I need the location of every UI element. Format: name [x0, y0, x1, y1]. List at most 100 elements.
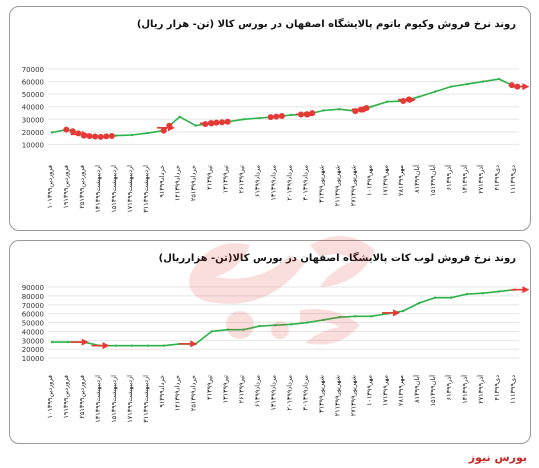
x-tick-label: ۴تیر۱۳۹۹: [206, 165, 214, 190]
trend-arrow-head: [362, 105, 370, 113]
x-tick-label: ۶مرداد۱۳۹۹: [254, 165, 262, 197]
trend-arrow-head: [190, 340, 198, 348]
x-tick-label: ۴دی۱۳۹۹: [493, 165, 501, 191]
data-point: [242, 118, 245, 121]
trend-arrow-head: [393, 309, 401, 317]
y-tick-label: 50000: [22, 91, 44, 99]
highlight-dot: [160, 127, 167, 134]
data-point: [258, 324, 261, 328]
data-point: [178, 115, 181, 118]
data-point: [322, 109, 325, 112]
x-tick-label: ۱۰فروردین۱۳۹۹: [46, 165, 54, 209]
x-tick-label: ۱۷اردیبهشت۱۳۹۹: [126, 165, 134, 213]
trend-arrow-head: [102, 342, 110, 350]
x-tick-label: ۱۰مهر۱۳۹۹: [365, 375, 373, 406]
data-point: [146, 344, 149, 347]
data-point: [114, 134, 118, 137]
x-tick-label: ۶مرداد۱۳۹۹: [254, 375, 262, 407]
data-point: [258, 116, 261, 120]
y-tick-label: 60000: [22, 311, 44, 319]
trend-arrow-head: [522, 286, 530, 294]
x-tick-label: ۳شهریور۱۳۹۹: [317, 375, 325, 413]
x-tick-label: ۱۳مرداد۱۳۹۹: [270, 165, 278, 201]
x-tick-label: ۹خرداد۱۳۹۹: [158, 375, 166, 408]
data-point: [449, 85, 453, 88]
x-tick-label: ۲۱شهریور۱۳۹۹: [333, 375, 341, 416]
x-tick-label: ۸آبان۱۳۹۹: [412, 374, 421, 403]
x-tick-label: ۱۳آذر۱۳۹۹: [460, 164, 469, 194]
data-point: [465, 82, 469, 86]
x-tick-label: ۱۳اردیبهشت۱۳۹۹: [94, 375, 102, 423]
trend-arrow-head: [81, 130, 89, 138]
trend-arrow: [70, 130, 89, 138]
data-point: [290, 113, 293, 117]
x-tick-label: ۶آذر۱۳۹۹: [444, 164, 453, 191]
chart-title: روند نرخ فروش لوب کات پالایشگاه اصفهان د…: [158, 253, 516, 264]
x-tick-label: ۲۶تیر۱۳۹۹: [238, 375, 246, 404]
series-line: [52, 288, 516, 347]
x-tick-label: ۲۵خرداد۱۳۹۹: [190, 375, 198, 411]
data-point: [50, 131, 54, 134]
y-tick-label: 90000: [22, 284, 44, 292]
x-tick-label: ۱۱دی۱۳۹۹: [509, 375, 517, 404]
data-point: [322, 318, 325, 322]
trend-arrow: [295, 110, 314, 118]
x-tick-label: ۱۵اردیبهشت۱۳۹۹: [110, 375, 118, 423]
x-tick-label: ۲۵خرداد۱۳۹۹: [190, 165, 198, 201]
highlight-dot: [92, 133, 99, 140]
y-tick-label: 70000: [22, 66, 44, 74]
highlight-dot: [75, 130, 82, 137]
x-tick-label: ۲۰مرداد۱۳۹۹: [285, 375, 293, 411]
data-point: [242, 328, 245, 331]
data-point: [194, 124, 197, 127]
brand-logo-text: بورس نیوز: [468, 451, 527, 464]
x-tick-label: ۱۷مهر۱۳۹۹: [381, 165, 389, 196]
data-point: [226, 328, 229, 331]
trend-arrow: [179, 340, 198, 348]
x-tick-label: ۱۵اردیبهشت۱۳۹۹: [110, 165, 118, 213]
data-point: [386, 100, 389, 103]
highlight-dot: [219, 119, 226, 126]
x-tick-label: ۸آبان۱۳۹۹: [412, 164, 421, 193]
trend-arrow: [351, 105, 370, 113]
data-point: [465, 292, 469, 296]
data-point: [130, 133, 134, 137]
y-tick-label: 80000: [22, 293, 44, 301]
x-tick-label: ۳۱اردیبهشت۱۳۹۹: [142, 375, 150, 423]
trend-arrow: [511, 83, 530, 91]
x-tick-label: ۲۸مهر۱۳۹۹: [397, 165, 405, 196]
trend-arrow: [91, 342, 110, 350]
x-tick-label: ۴دی۱۳۹۹: [493, 375, 501, 401]
series-line: [51, 78, 516, 138]
highlight-dot: [97, 133, 104, 140]
data-point: [418, 95, 421, 98]
data-point: [162, 344, 165, 347]
highlight-dot: [224, 118, 231, 125]
x-tick-label: ۱۷اردیبهشت۱۳۹۹: [126, 375, 134, 423]
x-tick-label: ۱۳اردیبهشت۱۳۹۹: [94, 165, 102, 213]
highlight-dot: [278, 113, 285, 120]
data-point: [130, 344, 134, 347]
trend-arrow: [382, 309, 401, 317]
vacuum-bottom-chart: روند نرخ فروش وکیوم باتوم پالایشگاه اصفه…: [9, 6, 531, 231]
x-tick-label: ۱۰فروردین۱۳۹۹: [46, 375, 54, 419]
x-tick-label: ۱۱دی۱۳۹۹: [509, 165, 517, 194]
x-tick-label: ۲۷شهریور۱۳۹۹: [349, 375, 357, 416]
x-tick-label: ۳۰مرداد۱۳۹۹: [301, 375, 309, 411]
data-point: [370, 315, 373, 318]
y-tick-label: 30000: [22, 337, 44, 345]
y-tick-label: 20000: [22, 129, 44, 137]
highlight-dot: [273, 113, 280, 120]
data-point: [370, 105, 373, 108]
x-tick-label: ۱۳آذر۱۳۹۹: [460, 374, 469, 404]
data-point: [290, 323, 293, 326]
x-tick-label: ۳۰مرداد۱۳۹۹: [301, 165, 309, 201]
trend-arrow: [511, 286, 530, 294]
x-tick-label: ۱۰مهر۱۳۹۹: [365, 165, 373, 196]
trend-arrow-head: [211, 119, 219, 127]
vacuum-bottom-plot: 70000 60000 50000 40000 30000 20000 10000 ۱۰فرو…: [22, 66, 530, 213]
data-point: [433, 296, 437, 299]
y-tick-label: 30000: [22, 116, 44, 124]
x-tick-label: ۲۰مرداد۱۳۹۹: [285, 165, 293, 201]
x-tick-label: ۱۳تیر۱۳۹۹: [222, 375, 230, 404]
